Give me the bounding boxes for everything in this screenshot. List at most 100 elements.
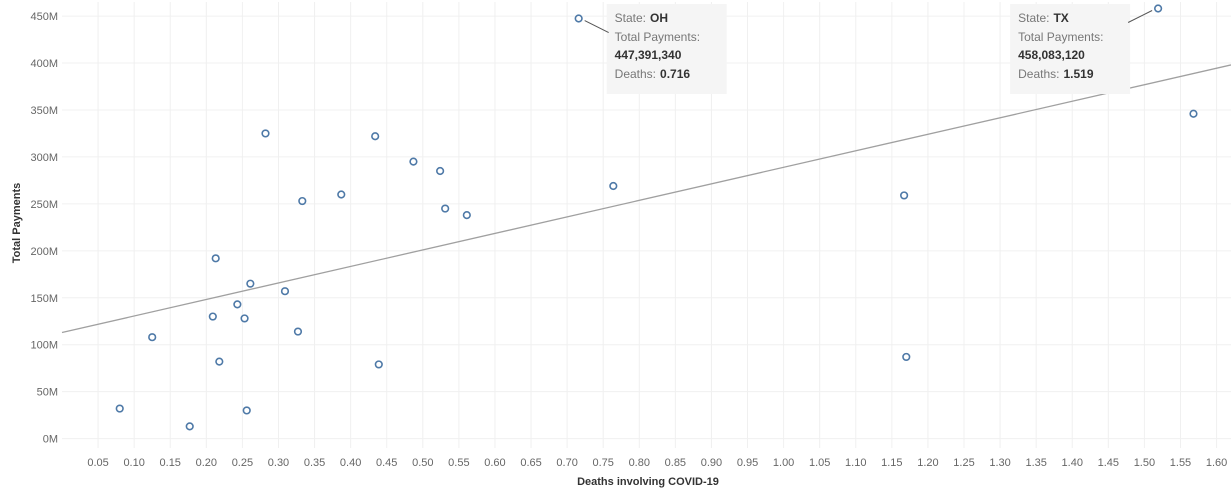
data-point[interactable] <box>148 333 157 342</box>
data-point[interactable] <box>185 422 194 431</box>
data-point[interactable] <box>609 181 618 191</box>
data-point[interactable] <box>261 129 270 138</box>
x-tick-label: 0.20 <box>196 457 217 469</box>
data-point[interactable] <box>900 191 909 200</box>
tooltip-box <box>606 4 727 94</box>
y-tick-label: 400M <box>30 58 58 70</box>
x-tick-label: 0.15 <box>160 457 181 469</box>
y-tick-label: 100M <box>30 340 58 352</box>
x-tick-label: 1.40 <box>1062 457 1083 469</box>
data-point[interactable] <box>374 360 383 369</box>
tooltip-leader <box>1127 10 1153 23</box>
data-point[interactable] <box>242 406 251 415</box>
y-tick-label: 450M <box>30 11 58 23</box>
x-tick-label: 0.65 <box>520 457 541 469</box>
y-tick-label: 250M <box>30 199 58 211</box>
tooltip-state-value: OH <box>650 11 668 25</box>
x-tick-label: 0.90 <box>701 457 722 469</box>
data-point[interactable] <box>1189 109 1198 118</box>
tooltip-state-line: State: OH <box>615 11 668 25</box>
tooltip-state-line: State: TX <box>1018 11 1069 25</box>
x-axis-ticks: 0.05 0.10 0.15 0.20 0.25 0.30 0.35 0.40 0.45 0.50… <box>87 457 1227 469</box>
x-tick-label: 1.05 <box>809 457 830 469</box>
x-tick-label: 0.30 <box>268 457 289 469</box>
tooltip-deaths-label: Deaths: <box>615 67 656 81</box>
data-point[interactable] <box>293 327 303 336</box>
x-tick-label: 1.20 <box>917 457 938 469</box>
data-point[interactable] <box>436 166 445 176</box>
x-tick-label: 1.30 <box>989 457 1010 469</box>
data-point[interactable] <box>371 132 380 141</box>
x-tick-label: 1.45 <box>1098 457 1119 469</box>
tooltip-deaths-value: 0.716 <box>660 67 690 81</box>
y-tick-label: 50M <box>37 387 58 399</box>
y-axis-ticks: 0M 50M 100M 150M 200M 250M 300M 350M 400M 450M <box>30 11 58 446</box>
x-tick-label: 0.95 <box>737 457 758 469</box>
y-tick-label: 150M <box>30 293 58 305</box>
x-tick-label: 1.00 <box>773 457 794 469</box>
tooltip-deaths-value: 1.519 <box>1063 67 1093 81</box>
x-tick-label: 1.15 <box>881 457 902 469</box>
y-tick-label: 200M <box>30 246 58 258</box>
tooltip-oh: State: OH Total Payments: 447,391,340 Deaths… <box>584 4 727 94</box>
data-point[interactable] <box>233 300 242 309</box>
x-tick-label: 0.55 <box>448 457 469 469</box>
data-point[interactable] <box>115 404 124 413</box>
data-point[interactable] <box>337 190 346 199</box>
tooltip-payments-value: 447,391,340 <box>615 48 682 62</box>
x-tick-label: 0.80 <box>629 457 650 469</box>
tooltip-tx: State: TX Total Payments: 458,083,120 Deaths… <box>1010 4 1153 94</box>
x-tick-label: 0.75 <box>592 457 613 469</box>
tooltip-deaths-line: Deaths: 1.519 <box>1018 67 1094 81</box>
x-tick-label: 0.40 <box>340 457 361 469</box>
x-tick-label: 0.35 <box>304 457 325 469</box>
data-point[interactable] <box>240 314 249 323</box>
tooltips: State: OH Total Payments: 447,391,340 Deaths… <box>584 4 1153 94</box>
tooltip-payments-value: 458,083,120 <box>1018 48 1085 62</box>
data-point[interactable] <box>208 312 217 321</box>
data-point[interactable] <box>211 254 220 263</box>
tooltip-deaths-line: Deaths: 0.716 <box>615 67 691 81</box>
trend-line-group <box>61 64 1231 334</box>
data-point[interactable] <box>298 196 307 206</box>
x-axis-title: Deaths involving COVID-19 <box>577 476 719 488</box>
data-point[interactable] <box>574 14 583 23</box>
tooltip-payments-label: Total Payments: <box>615 30 700 44</box>
y-tick-label: 350M <box>30 105 58 117</box>
x-tick-label: 0.45 <box>376 457 397 469</box>
data-point[interactable] <box>246 279 255 288</box>
x-tick-label: 0.60 <box>484 457 505 469</box>
tooltip-state-label: State: <box>615 11 646 25</box>
x-tick-label: 1.55 <box>1170 457 1191 469</box>
data-point[interactable] <box>280 287 290 296</box>
x-tick-label: 1.50 <box>1134 457 1155 469</box>
x-tick-label: 0.05 <box>87 457 108 469</box>
tooltip-state-value: TX <box>1053 11 1068 25</box>
tooltip-box <box>1010 4 1131 94</box>
y-tick-label: 0M <box>43 434 58 446</box>
data-point[interactable] <box>215 357 224 366</box>
x-tick-label: 1.10 <box>845 457 866 469</box>
tooltip-leader <box>584 20 609 33</box>
tooltip-payments-label: Total Payments: <box>1018 30 1103 44</box>
tooltip-deaths-label: Deaths: <box>1018 67 1059 81</box>
x-tick-label: 0.25 <box>232 457 253 469</box>
data-points <box>115 4 1198 431</box>
x-tick-label: 1.25 <box>953 457 974 469</box>
data-point[interactable] <box>462 211 471 220</box>
data-point[interactable] <box>409 157 418 166</box>
tooltip-state-label: State: <box>1018 11 1049 25</box>
x-tick-label: 0.70 <box>556 457 577 469</box>
x-tick-label: 0.85 <box>665 457 686 469</box>
data-point[interactable] <box>902 352 911 362</box>
x-tick-label: 1.60 <box>1206 457 1227 469</box>
x-tick-label: 0.50 <box>412 457 433 469</box>
data-point[interactable] <box>1154 4 1163 13</box>
trend-line <box>61 64 1231 334</box>
y-tick-label: 300M <box>30 152 58 164</box>
x-tick-label: 1.35 <box>1025 457 1046 469</box>
data-point[interactable] <box>441 204 450 213</box>
x-tick-label: 0.10 <box>123 457 144 469</box>
y-axis-title: Total Payments <box>11 183 23 264</box>
